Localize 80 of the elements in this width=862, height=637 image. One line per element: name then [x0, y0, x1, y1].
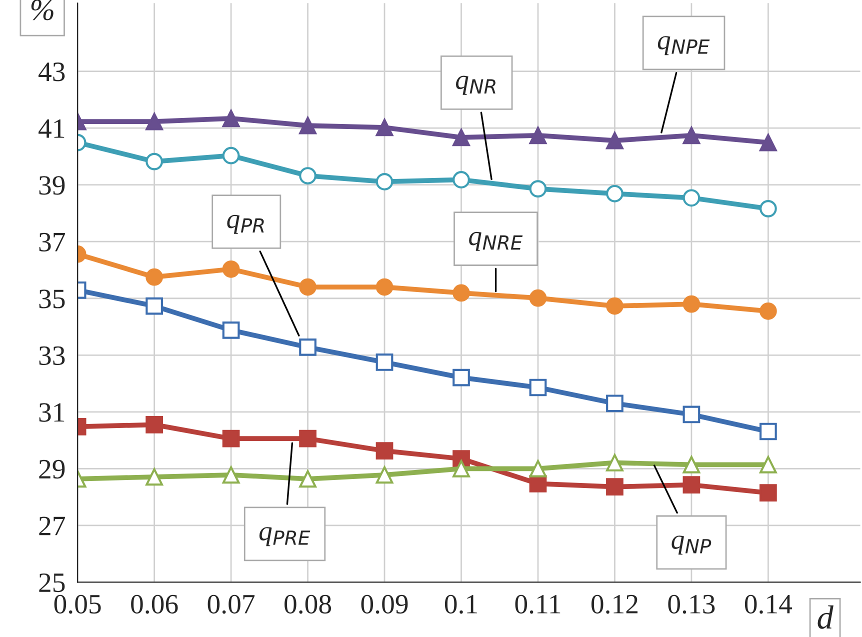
y-tick-label: 29: [39, 460, 65, 479]
point: [760, 134, 777, 152]
y-tick-label: 37: [39, 232, 65, 252]
point: [452, 171, 470, 188]
point: [760, 456, 777, 474]
x-axis-title: d: [818, 605, 834, 629]
point: [529, 180, 547, 198]
x-tick-label: 0.08: [284, 594, 332, 614]
point: [452, 284, 470, 302]
point: [529, 378, 547, 396]
point: [682, 126, 700, 144]
x-tick-label: 0.09: [361, 594, 408, 614]
point: [376, 442, 394, 460]
text: q$_{NR}$: [456, 76, 496, 95]
x-tick-label: 0.07: [208, 594, 255, 614]
point: [606, 132, 624, 150]
point: [222, 430, 240, 448]
y-tick-label: 33: [39, 346, 65, 366]
x-tick-label: 0.06: [131, 594, 178, 614]
text: q$_{NPE}$: [658, 36, 710, 56]
x-tick-label: 0.14: [744, 594, 792, 614]
point: [299, 338, 316, 356]
point: [606, 297, 624, 315]
point: [682, 406, 700, 424]
point: [376, 118, 394, 136]
point: [606, 454, 624, 472]
x-tick-label: 0.1: [444, 594, 477, 614]
y-tick-label: 25: [39, 573, 65, 592]
point: [682, 456, 700, 474]
x-tick-label: 0.12: [591, 594, 638, 614]
point: [682, 476, 700, 494]
point: [452, 460, 470, 478]
point: [606, 394, 624, 412]
point: [376, 173, 394, 190]
point: [376, 354, 394, 371]
point: [299, 470, 316, 488]
point: [529, 126, 547, 144]
point: [376, 466, 394, 484]
x-tick-label: 0.13: [668, 594, 715, 614]
point: [222, 466, 240, 484]
x-tick-label: 0.11: [515, 594, 560, 614]
y-tick-label: 35: [39, 290, 65, 308]
point: [146, 112, 163, 130]
y-tick-label: 31: [39, 403, 64, 422]
point: [222, 110, 240, 128]
point: [682, 189, 700, 207]
y-tick-label: 41: [38, 119, 64, 138]
point: [452, 128, 470, 146]
point: [760, 484, 777, 502]
point: [299, 278, 316, 296]
point: [299, 430, 316, 448]
point: [529, 460, 547, 478]
point: [606, 478, 624, 496]
point: [222, 321, 240, 339]
point: [760, 302, 777, 320]
point: [760, 200, 777, 218]
point: [146, 152, 163, 170]
point: [606, 184, 624, 202]
point: [299, 116, 316, 134]
point: [760, 422, 777, 440]
text: q$_{PRE}$: [259, 527, 310, 546]
point: [146, 297, 163, 315]
y-axis-title: %: [31, 0, 54, 20]
text: q$_{NP}$: [672, 536, 712, 555]
y-tick-label: 27: [39, 516, 65, 536]
point: [529, 289, 547, 307]
point: [146, 468, 163, 486]
point: [376, 278, 394, 296]
y-tick-label: 39: [39, 176, 65, 195]
text: q$_{PR}$: [227, 214, 264, 234]
point: [222, 146, 240, 164]
x-tick-label: 0.05: [54, 594, 101, 614]
point: [146, 416, 163, 434]
y-tick-label: 43: [38, 62, 65, 82]
point: [299, 167, 316, 184]
point: [146, 268, 163, 286]
series-label: q$_{NRE}$: [469, 232, 523, 251]
point: [682, 295, 700, 313]
point: [452, 368, 470, 386]
point: [222, 260, 240, 278]
